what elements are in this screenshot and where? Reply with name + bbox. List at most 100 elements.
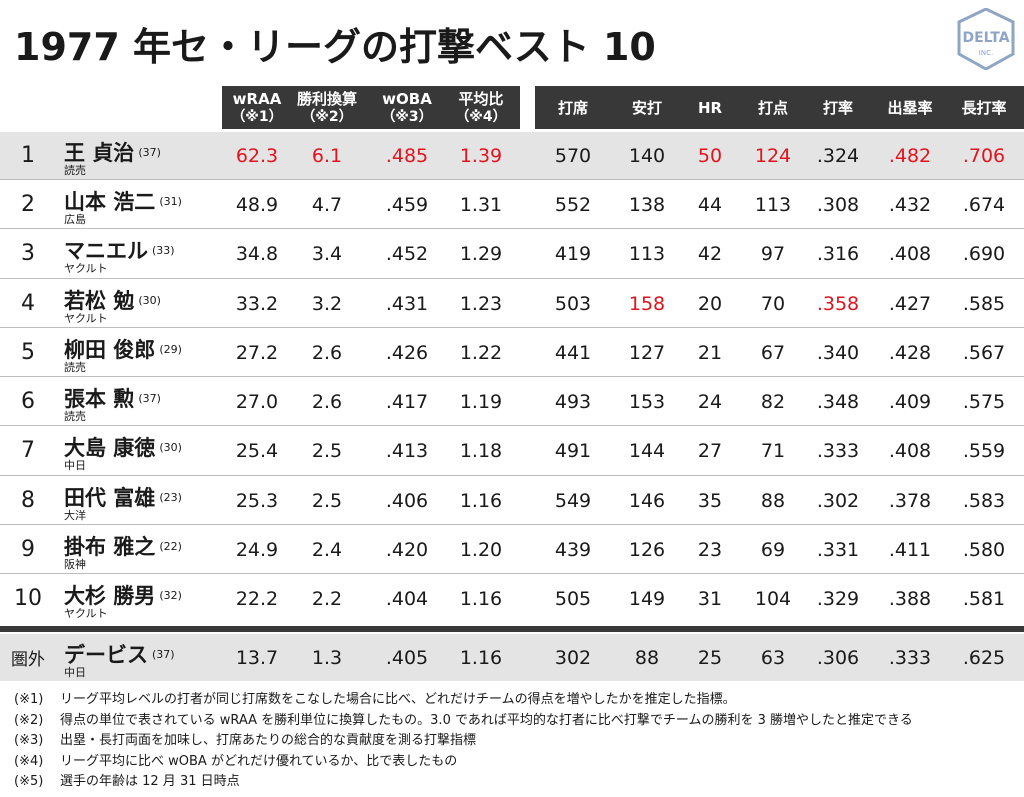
player-age: (30) — [159, 441, 182, 454]
header-block-advanced — [222, 86, 520, 129]
stat-cell: 1.3 — [311, 646, 343, 669]
player-name: 張本 勲 (37) — [64, 383, 161, 413]
table-row: 8 田代 富雄 (23) 大洋 25.3 2.5.406 1.16 549 146 35 88.30… — [0, 477, 1024, 524]
stat-cell: .459 — [385, 193, 429, 216]
footnote-text: 出塁・長打両面を加味し、打席あたりの総合的な貢献度を測る打撃指標 — [60, 733, 477, 748]
stat-cell: 22.2 — [235, 587, 279, 610]
row-separator — [0, 573, 1024, 574]
stat-cell: 1.18 — [459, 439, 503, 462]
footnote-text: リーグ平均レベルの打者が同じ打席数をこなした場合に比べ、どれだけチームの得点を増… — [60, 692, 736, 707]
player-age: (32) — [159, 589, 182, 602]
player-name-text: 若松 勉 — [64, 289, 135, 313]
team-name: 読売 — [64, 410, 86, 423]
stat-cell: 88 — [634, 646, 660, 669]
stat-cell: .426 — [385, 341, 429, 364]
stat-cell: 1.16 — [459, 587, 503, 610]
player-name-text: 大島 康徳 — [64, 436, 156, 460]
rank: 圏外 — [11, 650, 45, 670]
stat-cell: .428 — [888, 341, 932, 364]
table-row: 10 大杉 勝男 (32) ヤクルト 22.2 2.2.404 1.16 505 149 31 10… — [0, 575, 1024, 622]
rank: 3 — [21, 241, 35, 266]
delta-logo: DELTA INC. — [957, 8, 1015, 70]
stat-cell: .411 — [888, 538, 932, 561]
stat-cell: 113 — [628, 242, 666, 265]
team-name: ヤクルト — [64, 262, 108, 275]
column-header-label: 打率 — [822, 98, 853, 117]
rank: 8 — [21, 488, 35, 513]
stat-cell: .420 — [385, 538, 429, 561]
stat-cell: 62.3 — [235, 144, 279, 167]
stat-cell: 153 — [628, 390, 666, 413]
column-header-label: 安打 — [631, 98, 662, 117]
player-name: デービス (37) — [64, 639, 175, 669]
stat-cell: 21 — [697, 341, 723, 364]
stat-cell: 1.29 — [459, 242, 503, 265]
stat-cell: .405 — [385, 646, 429, 669]
row-separator — [0, 327, 1024, 328]
stat-cell: 3.4 — [311, 242, 343, 265]
player-name: 田代 富雄 (23) — [64, 482, 182, 512]
rank: 2 — [21, 192, 35, 217]
stat-cell: .333 — [816, 439, 860, 462]
player-name-text: 山本 浩二 — [64, 190, 156, 214]
column-header-label: 打席 — [557, 98, 588, 117]
stat-cell: 23 — [697, 538, 723, 561]
team-name: 読売 — [64, 361, 86, 374]
player-age: (23) — [159, 491, 182, 504]
stat-cell: .706 — [962, 144, 1006, 167]
stat-cell: 24.9 — [235, 538, 279, 561]
stat-cell: 6.1 — [311, 144, 343, 167]
stat-cell: .413 — [385, 439, 429, 462]
stat-cell: .581 — [962, 587, 1006, 610]
player-age: (22) — [159, 540, 182, 553]
stat-cell: 140 — [628, 144, 666, 167]
team-name: ヤクルト — [64, 312, 108, 325]
stat-cell: 27.0 — [235, 390, 279, 413]
stat-cell: 67 — [760, 341, 786, 364]
stat-cell: .431 — [385, 292, 429, 315]
stat-cell: .427 — [888, 292, 932, 315]
footnote-key: (※1) — [14, 692, 44, 707]
stat-cell: .329 — [816, 587, 860, 610]
team-name: 中日 — [64, 666, 86, 679]
stat-cell: 1.16 — [459, 489, 503, 512]
stat-cell: 27.2 — [235, 341, 279, 364]
column-header: 出塁率 — [870, 86, 950, 129]
footnote: (※3) 出塁・長打両面を加味し、打席あたりの総合的な貢献度を測る打撃指標 — [14, 731, 913, 752]
column-header: 安打 — [607, 86, 687, 129]
stat-cell: .580 — [962, 538, 1006, 561]
column-header-label: 勝利換算 — [296, 89, 357, 108]
rank: 10 — [14, 586, 42, 611]
player-name-text: デービス — [64, 643, 148, 667]
team-name: 中日 — [64, 459, 86, 472]
stat-cell: .690 — [962, 242, 1006, 265]
stat-cell: .308 — [816, 193, 860, 216]
stat-cell: 549 — [554, 489, 592, 512]
player-name: 大杉 勝男 (32) — [64, 580, 182, 610]
column-header-label: 打点 — [757, 98, 788, 117]
stat-cell: .485 — [385, 144, 429, 167]
column-header-label: 長打率 — [961, 98, 1007, 117]
row-separator — [0, 524, 1024, 525]
stat-cell: 35 — [697, 489, 723, 512]
table-row: 5 柳田 俊郎 (29) 読売 27.2 2.6.426 1.22 441 127 21 67.34… — [0, 329, 1024, 376]
team-name: 広島 — [64, 213, 86, 226]
footnote-text: 選手の年齢は 12 月 31 日時点 — [60, 774, 240, 789]
stat-cell: 25.3 — [235, 489, 279, 512]
stat-cell: .409 — [888, 390, 932, 413]
footnote-key: (※2) — [14, 712, 44, 728]
stat-cell: 113 — [754, 193, 792, 216]
footnote: (※5) 選手の年齢は 12 月 31 日時点 — [14, 772, 913, 793]
rank: 4 — [21, 291, 35, 316]
stat-cell: 24 — [697, 390, 723, 413]
table-row: 3 マニエル (33) ヤクルト 34.8 3.4 .452 1.29 419 113 42 97 .3… — [0, 230, 1024, 277]
stat-cell: .306 — [816, 646, 860, 669]
stat-cell: .625 — [962, 646, 1006, 669]
stat-cell: .452 — [385, 242, 429, 265]
stat-cell: .674 — [962, 193, 1006, 216]
stat-cell: .316 — [816, 242, 860, 265]
player-age: (30) — [138, 294, 161, 307]
stat-cell: 2.6 — [311, 341, 343, 364]
stat-cell: 144 — [628, 439, 666, 462]
stat-cell: 69 — [760, 538, 786, 561]
